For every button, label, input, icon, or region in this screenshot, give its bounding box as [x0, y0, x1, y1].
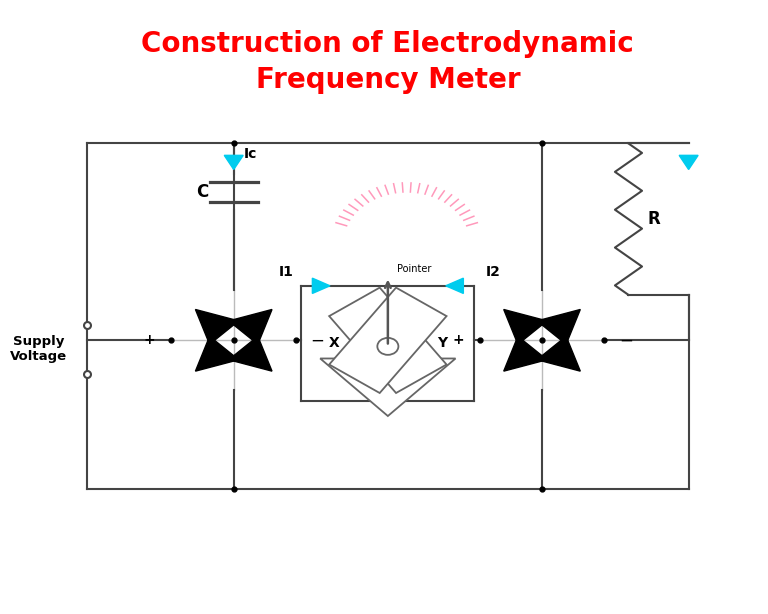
- Polygon shape: [195, 336, 239, 371]
- Text: R: R: [647, 210, 660, 228]
- Polygon shape: [229, 309, 272, 344]
- Text: I2: I2: [485, 265, 501, 279]
- Polygon shape: [229, 336, 272, 371]
- Polygon shape: [445, 278, 463, 293]
- Polygon shape: [224, 155, 243, 169]
- Text: C: C: [196, 183, 208, 201]
- Polygon shape: [679, 155, 698, 169]
- Text: Ic: Ic: [243, 147, 257, 161]
- Polygon shape: [195, 309, 239, 344]
- Text: Supply
Voltage: Supply Voltage: [10, 335, 67, 363]
- Text: −: −: [619, 332, 633, 349]
- Circle shape: [377, 338, 399, 355]
- Polygon shape: [504, 309, 547, 344]
- Text: Frequency Meter: Frequency Meter: [256, 66, 520, 94]
- Text: Y: Y: [437, 336, 447, 351]
- Polygon shape: [537, 336, 581, 371]
- Polygon shape: [537, 309, 581, 344]
- Polygon shape: [320, 359, 455, 416]
- Text: I1: I1: [279, 265, 294, 279]
- Text: Construction of Electrodynamic: Construction of Electrodynamic: [141, 29, 634, 58]
- Polygon shape: [329, 287, 446, 393]
- Text: Pointer: Pointer: [397, 263, 432, 274]
- Polygon shape: [504, 336, 547, 371]
- Polygon shape: [329, 287, 446, 393]
- Text: X: X: [329, 336, 339, 351]
- Polygon shape: [313, 278, 330, 293]
- Text: −: −: [311, 332, 325, 349]
- Text: +: +: [144, 333, 156, 348]
- Text: +: +: [452, 333, 464, 348]
